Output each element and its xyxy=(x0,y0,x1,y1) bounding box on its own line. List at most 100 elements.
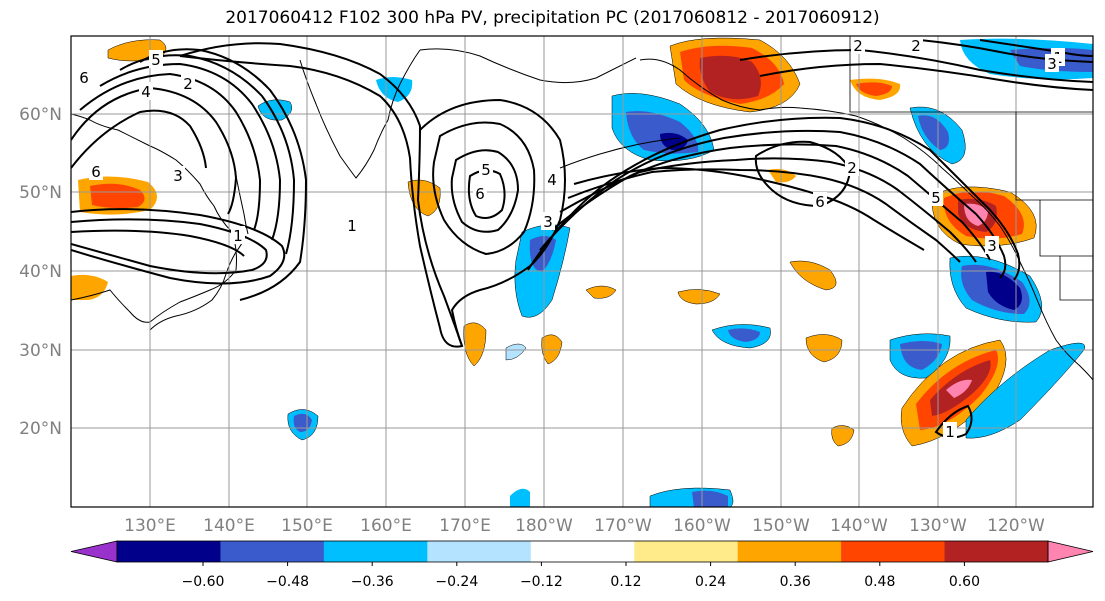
precip-blob xyxy=(692,490,728,507)
lon-label: 130°E xyxy=(124,516,176,536)
colorbar-swatch xyxy=(634,541,739,562)
pv-contour-label: 3 xyxy=(1045,54,1059,73)
coastline-sakhalin xyxy=(235,175,249,235)
svg-text:2: 2 xyxy=(853,37,863,55)
pv-contour xyxy=(79,72,262,231)
pv-contour-labels: 654321563146265321231 xyxy=(77,36,1065,441)
pv-contour xyxy=(71,229,245,257)
colorbar-swatch xyxy=(427,541,532,562)
pv-contour-label: 2 xyxy=(181,74,195,93)
pv-contour xyxy=(119,54,296,255)
colorbar-tick-label: −0.12 xyxy=(520,574,563,590)
precip-blob xyxy=(505,343,527,361)
precip-blob xyxy=(677,289,721,305)
svg-text:1: 1 xyxy=(347,217,357,235)
lon-label: 130°W xyxy=(909,516,967,536)
pv-contour-label: 6 xyxy=(89,162,103,181)
svg-text:5: 5 xyxy=(151,51,161,69)
border xyxy=(849,36,1093,113)
colorbar-tick-label: 0.60 xyxy=(949,574,980,590)
precip-blob xyxy=(510,488,530,507)
colorbar-tick-label: 0.24 xyxy=(695,574,726,590)
pv-contour-label: 6 xyxy=(473,184,487,203)
pv-contour xyxy=(71,218,268,275)
precip-blob xyxy=(831,425,855,447)
coastline-siberia-north xyxy=(419,48,637,84)
pv-contour-label: 4 xyxy=(545,170,559,189)
colorbar-swatch xyxy=(944,541,1049,562)
svg-text:4: 4 xyxy=(547,171,557,189)
colorbar-extend-max xyxy=(1047,540,1094,563)
lon-label: 140°E xyxy=(203,516,255,536)
pv-contour xyxy=(551,143,991,261)
pv-contour-label: 5 xyxy=(149,50,163,69)
lat-label: 60°N xyxy=(19,105,62,125)
svg-text:6: 6 xyxy=(475,185,485,203)
svg-text:3: 3 xyxy=(173,167,183,185)
precip-blob xyxy=(918,115,949,150)
pv-contour-label: 6 xyxy=(813,192,827,211)
pv-contour-label: 3 xyxy=(171,166,185,185)
pv-contour-label: 2 xyxy=(851,36,865,55)
lon-label: 150°W xyxy=(752,516,810,536)
pv-contours xyxy=(71,39,1093,439)
lon-label: 140°W xyxy=(830,516,888,536)
colorbar-frame xyxy=(116,540,1049,563)
precip-blob xyxy=(257,99,292,121)
colorbar-tick-label: −0.36 xyxy=(351,574,394,590)
colorbar-tick-label: 0.12 xyxy=(610,574,641,590)
lon-label: 120°W xyxy=(987,516,1045,536)
precip-blob xyxy=(90,183,145,209)
colorbar-swatch xyxy=(220,541,325,562)
svg-text:2: 2 xyxy=(183,75,193,93)
coastline-alaska xyxy=(639,58,1093,381)
precip-blob xyxy=(541,334,563,365)
lat-label: 20°N xyxy=(19,419,62,439)
colorbar-tick-label: −0.48 xyxy=(266,574,309,590)
lat-label: 50°N xyxy=(19,183,62,203)
svg-text:3: 3 xyxy=(987,237,997,255)
precip-blob xyxy=(856,82,892,96)
colorbar-tick-label: −0.24 xyxy=(435,574,478,590)
precip-blob xyxy=(805,334,843,363)
precip-blob xyxy=(946,379,972,398)
pv-contour-label: 5 xyxy=(929,188,943,207)
precip-blob xyxy=(789,260,837,291)
precip-blob xyxy=(728,328,760,342)
precip-blob xyxy=(585,285,617,299)
borders xyxy=(849,36,1093,301)
coastline-aleutians xyxy=(559,137,681,169)
colorbar-extend-min xyxy=(70,540,118,563)
pv-contour xyxy=(71,109,207,169)
lat-label: 40°N xyxy=(19,262,62,282)
pv-contour xyxy=(71,86,238,215)
colorbar: −0.60 −0.48 −0.36 −0.24 −0.12 0.12 0.24 0.36 0.4… xyxy=(70,540,1094,590)
svg-text:6: 6 xyxy=(815,193,825,211)
pv-contour xyxy=(139,48,308,301)
colorbar-swatch xyxy=(737,541,842,562)
svg-text:5: 5 xyxy=(481,161,491,179)
svg-text:3: 3 xyxy=(1047,55,1057,73)
svg-text:2: 2 xyxy=(847,159,857,177)
pv-contour xyxy=(739,48,1093,83)
precip-blob xyxy=(900,341,942,370)
pv-contour xyxy=(759,62,1093,91)
lon-label: 160°W xyxy=(673,516,731,536)
precip-blob xyxy=(463,322,487,367)
pv-contour-label: 3 xyxy=(541,212,555,231)
pv-contour xyxy=(754,140,852,208)
svg-text:5: 5 xyxy=(931,189,941,207)
colorbar-swatch xyxy=(117,541,221,562)
precip-blob xyxy=(529,236,556,272)
colorbar-swatch xyxy=(530,541,635,562)
pv-contour xyxy=(432,121,536,256)
precip-blob xyxy=(660,132,688,150)
pv-contour-label: 4 xyxy=(139,82,153,101)
map-title: 2017060412 F102 300 hPa PV, precipitatio… xyxy=(225,8,880,28)
pv-contour-label: 1 xyxy=(231,226,245,245)
coastline-kamchatka xyxy=(299,49,421,179)
map-frame xyxy=(70,35,1094,508)
lon-label: 170°E xyxy=(439,516,491,536)
lon-label: 180°W xyxy=(515,516,573,536)
